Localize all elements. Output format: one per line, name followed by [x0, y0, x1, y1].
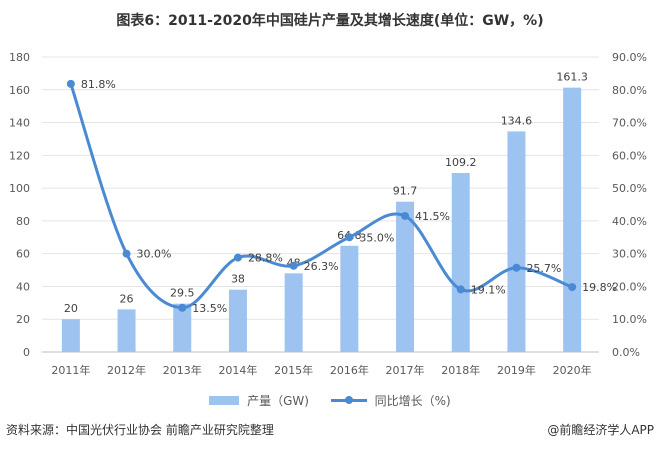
line-data-label: 19.8%	[582, 281, 617, 294]
x-tick-label: 2014年	[218, 363, 257, 377]
x-tick-label: 2012年	[107, 363, 146, 377]
bar-data-label: 134.6	[501, 114, 533, 127]
y-left-tick-label: 100	[9, 182, 30, 195]
y-right-tick-label: 10.0%	[612, 313, 647, 326]
legend-line-label: 同比增长（%)	[374, 394, 451, 408]
legend-bar-label: 产量（GW)	[247, 394, 309, 408]
x-tick-label: 2019年	[497, 363, 536, 377]
line-data-label: 81.8%	[81, 78, 116, 91]
y-right-tick-label: 40.0%	[612, 215, 647, 228]
y-right-tick-label: 50.0%	[612, 182, 647, 195]
x-tick-label: 2017年	[386, 363, 425, 377]
line-point	[289, 261, 298, 270]
bar-data-label: 29.5	[170, 287, 195, 300]
x-tick-label: 2013年	[163, 363, 202, 377]
y-left-tick-label: 140	[9, 117, 30, 130]
legend: 产量（GW) 同比增长（%)	[0, 392, 660, 409]
x-tick-label: 2015年	[274, 363, 313, 377]
line-data-label: 28.8%	[248, 252, 283, 265]
chart-title: 图表6：2011-2020年中国硅片产量及其增长速度(单位：GW，%)	[116, 13, 544, 29]
bar-data-label: 26	[120, 292, 134, 305]
line-data-label: 25.7%	[526, 262, 561, 275]
x-tick-label: 2018年	[441, 363, 480, 377]
line-point	[345, 233, 354, 242]
bar-data-label: 38	[231, 273, 245, 286]
bar	[173, 303, 192, 352]
bar	[117, 309, 136, 352]
line-point	[401, 211, 410, 220]
y-right-tick-label: 20.0%	[612, 280, 647, 293]
line-data-label: 19.1%	[471, 283, 506, 296]
line-point	[122, 249, 131, 258]
growth-line	[69, 83, 573, 310]
bar	[396, 201, 415, 352]
y-right-tick-label: 80.0%	[612, 84, 647, 97]
y-right-tick-label: 90.0%	[612, 51, 647, 64]
line-data-label: 13.5%	[192, 302, 227, 315]
line-data-label: 30.0%	[137, 248, 172, 261]
y-left-tick-label: 160	[9, 84, 30, 97]
bar	[61, 319, 80, 352]
y-right-tick-label: 70.0%	[612, 117, 647, 130]
y-right-tick-label: 60.0%	[612, 149, 647, 162]
y-right-tick-label: 30.0%	[612, 248, 647, 261]
x-tick-label: 2016年	[330, 363, 369, 377]
legend-bar-swatch	[209, 396, 240, 405]
x-tick-label: 2011年	[51, 363, 90, 377]
bar	[228, 289, 247, 352]
line-point	[66, 79, 75, 88]
legend-line-swatch	[330, 396, 367, 404]
line-point	[568, 283, 577, 292]
line-point	[512, 263, 521, 272]
bar-data-label: 161.3	[556, 71, 588, 84]
line-point	[456, 285, 465, 294]
source-note: 资料来源：中国光伏行业协会 前瞻产业研究院整理	[6, 423, 274, 437]
bar-data-label: 20	[64, 302, 78, 315]
bar	[340, 245, 359, 352]
bar	[563, 87, 582, 353]
line-data-label: 35.0%	[359, 231, 394, 244]
y-left-tick-label: 40	[16, 280, 30, 293]
y-right-tick-label: 0.0%	[612, 346, 640, 359]
line-data-label: 26.3%	[304, 260, 339, 273]
bar-data-label: 109.2	[445, 156, 477, 169]
y-left-tick-label: 20	[16, 313, 30, 326]
bar	[507, 131, 526, 352]
y-left-tick-label: 0	[23, 346, 30, 359]
bar-data-label: 91.7	[393, 185, 418, 198]
y-left-tick-label: 60	[16, 248, 30, 261]
y-left-tick-label: 80	[16, 215, 30, 228]
y-left-tick-label: 180	[9, 51, 30, 64]
x-tick-label: 2020年	[553, 363, 592, 377]
bar	[284, 273, 303, 352]
credit: @前瞻经济学人APP	[547, 423, 654, 437]
line-data-label: 41.5%	[415, 210, 450, 223]
bar	[451, 173, 470, 352]
y-left-tick-label: 120	[9, 149, 30, 162]
line-point	[178, 303, 187, 312]
line-point	[233, 253, 242, 262]
